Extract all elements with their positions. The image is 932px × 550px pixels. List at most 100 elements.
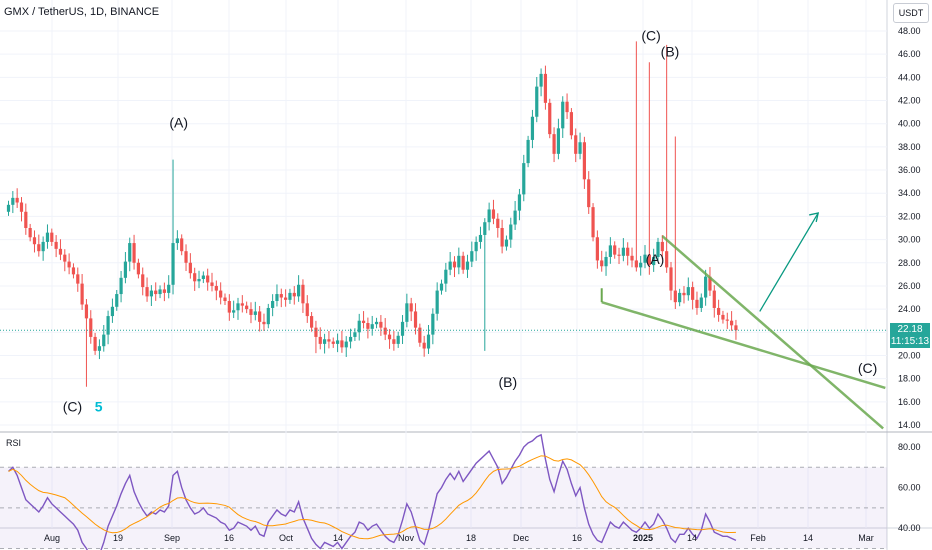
rsi-tick-label: 60.00 bbox=[898, 483, 921, 493]
candle-body bbox=[266, 307, 270, 325]
candle-body bbox=[470, 251, 474, 262]
candle-body bbox=[387, 334, 392, 340]
candle-body bbox=[734, 325, 738, 331]
rsi-lines bbox=[8, 433, 737, 550]
candle-body bbox=[327, 339, 331, 342]
candle-body bbox=[19, 202, 24, 212]
candle-body bbox=[413, 311, 418, 328]
time-tick-label: 14 bbox=[333, 533, 343, 543]
candle-body bbox=[634, 260, 638, 268]
candle-body bbox=[115, 294, 119, 307]
candle-body bbox=[400, 321, 405, 336]
wave-labels: (C) 5(A)(B)(C)(B)(A)(C) bbox=[63, 27, 878, 414]
price-tick-label: 34.00 bbox=[898, 188, 921, 198]
candle-body bbox=[331, 341, 335, 344]
candle-body bbox=[548, 102, 552, 135]
candle-body bbox=[310, 316, 314, 328]
candle-body bbox=[539, 73, 543, 87]
candle-body bbox=[574, 135, 578, 154]
time-tick-label: Dec bbox=[513, 533, 530, 543]
rsi-title: RSI bbox=[6, 438, 22, 448]
candle-body bbox=[50, 232, 54, 242]
candle-body bbox=[591, 207, 595, 238]
candle-body bbox=[214, 285, 218, 291]
candle-body bbox=[232, 310, 236, 313]
time-tick-label: 2025 bbox=[633, 533, 653, 543]
candle-body bbox=[578, 142, 582, 154]
candle-body bbox=[474, 241, 478, 252]
wave-label: (A) bbox=[169, 114, 188, 130]
candle-body bbox=[253, 311, 257, 315]
candle-body bbox=[530, 116, 535, 140]
price-tick-label: 44.00 bbox=[898, 72, 921, 82]
candle-body bbox=[353, 332, 357, 337]
candle-body bbox=[691, 287, 695, 300]
price-tick-label: 24.00 bbox=[898, 304, 921, 314]
wave-label: (A) bbox=[646, 251, 665, 267]
candle-body bbox=[552, 134, 556, 154]
rsi-band bbox=[0, 466, 887, 549]
candle-body bbox=[84, 304, 89, 319]
candle-body bbox=[652, 256, 656, 266]
candle-body bbox=[37, 244, 41, 252]
candle-body bbox=[665, 251, 669, 268]
price-tick-label: 18.00 bbox=[898, 374, 921, 384]
time-tick-label: Feb bbox=[750, 533, 766, 543]
candle-body bbox=[448, 261, 452, 270]
candle-body bbox=[439, 283, 444, 291]
candle-body bbox=[526, 139, 530, 164]
candle-body bbox=[89, 318, 93, 337]
candle-body bbox=[154, 290, 158, 295]
candle-body bbox=[604, 256, 608, 267]
candle-body bbox=[292, 292, 296, 297]
price-tick-label: 48.00 bbox=[898, 26, 921, 36]
candle-body bbox=[175, 238, 179, 244]
price-tick-label: 20.00 bbox=[898, 350, 921, 360]
candle-body bbox=[258, 311, 262, 322]
rsi-ma-line bbox=[8, 455, 736, 540]
candle-body bbox=[487, 209, 491, 223]
candle-body bbox=[366, 323, 370, 329]
time-tick-label: 16 bbox=[224, 533, 234, 543]
candle-body bbox=[97, 346, 102, 351]
wave-label: (B) bbox=[498, 374, 517, 390]
candle-body bbox=[136, 262, 140, 275]
candle-body bbox=[158, 289, 162, 295]
candle-body bbox=[193, 273, 197, 282]
candle-body bbox=[227, 301, 231, 313]
candle-body bbox=[379, 321, 383, 328]
price-tick-label: 46.00 bbox=[898, 49, 921, 59]
candle-body bbox=[374, 321, 379, 325]
wave-label: (C) bbox=[858, 360, 877, 376]
candle-body bbox=[314, 327, 318, 337]
candle-body bbox=[639, 262, 643, 268]
candle-body bbox=[491, 209, 496, 219]
candle-body bbox=[279, 294, 283, 298]
candle-body bbox=[206, 275, 210, 283]
candle-body bbox=[249, 309, 253, 315]
candle-body bbox=[110, 306, 115, 317]
time-tick-label: Sep bbox=[164, 533, 180, 543]
currency-button[interactable]: USDT bbox=[893, 3, 929, 23]
candle-body bbox=[171, 243, 175, 285]
rsi-line bbox=[8, 433, 737, 550]
candle-body bbox=[24, 211, 28, 228]
candle-body bbox=[617, 254, 621, 256]
candle-body bbox=[717, 307, 721, 315]
candle-body bbox=[383, 327, 387, 335]
candle-body bbox=[262, 321, 266, 325]
candle-body bbox=[305, 303, 309, 317]
time-axis-ticks: Aug 19 Sep 16 Oct 14 Nov 18 Dec 16 2025 14 Feb 14 Mar bbox=[44, 533, 874, 543]
candle-body bbox=[240, 303, 244, 306]
candle-body bbox=[141, 274, 145, 288]
candle-body bbox=[587, 179, 591, 208]
candle-body bbox=[444, 269, 448, 284]
candle-body bbox=[725, 319, 729, 321]
wave-label: (B) bbox=[661, 44, 680, 60]
candle-body bbox=[686, 287, 690, 296]
candle-body bbox=[543, 73, 548, 103]
candle-body bbox=[58, 248, 63, 255]
trendlines bbox=[600, 212, 886, 430]
rsi-tick-label: 80.00 bbox=[898, 442, 921, 452]
